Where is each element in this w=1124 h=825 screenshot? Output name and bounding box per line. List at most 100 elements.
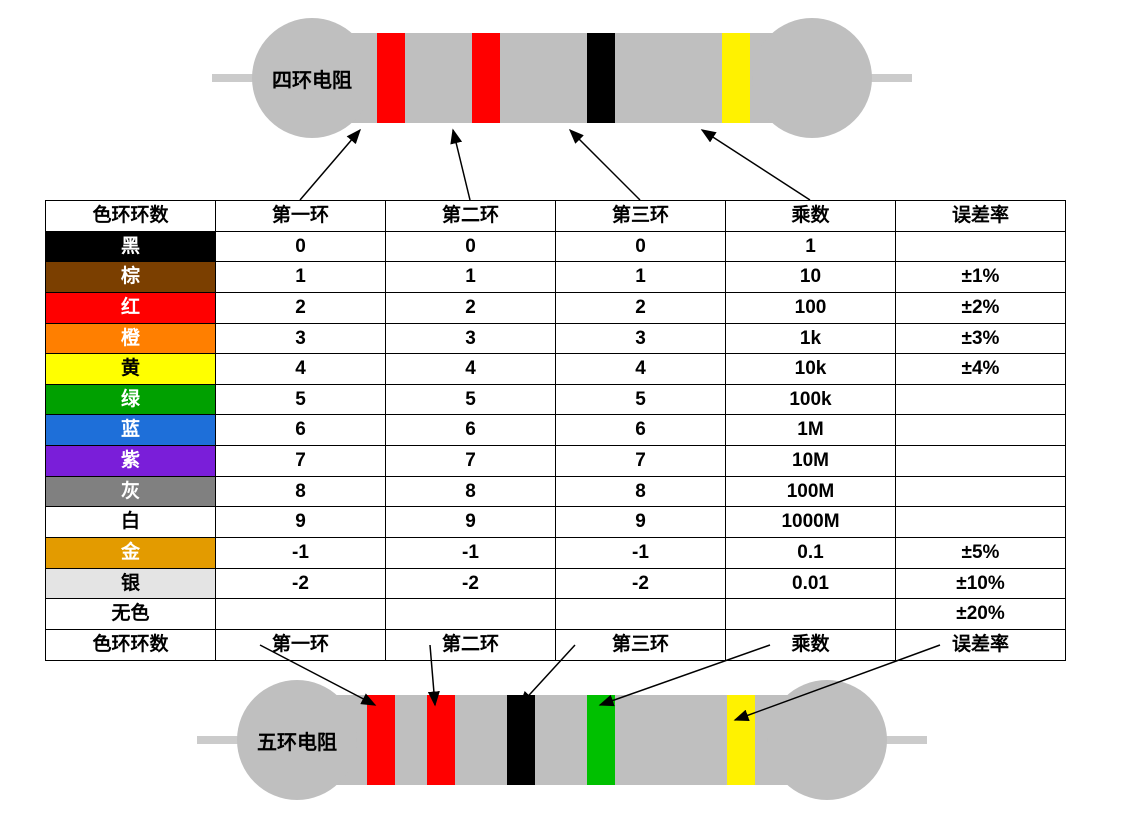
table-cell: 5 — [556, 384, 726, 415]
table-cell: 6 — [216, 415, 386, 446]
table-row: 金-1-1-10.1±5% — [46, 538, 1066, 569]
table-cell: 9 — [386, 507, 556, 538]
table-row: 橙3331k±3% — [46, 323, 1066, 354]
table-cell: 9 — [216, 507, 386, 538]
table-cell — [386, 599, 556, 630]
table-row: 蓝6661M — [46, 415, 1066, 446]
table-cell: ±5% — [896, 538, 1066, 569]
table-cell: 100k — [726, 384, 896, 415]
table-cell: ±4% — [896, 354, 1066, 385]
table-cell: 4 — [216, 354, 386, 385]
color-swatch-cell: 黑 — [46, 231, 216, 262]
table-cell: 0 — [556, 231, 726, 262]
color-band — [377, 33, 405, 123]
table-cell: 1k — [726, 323, 896, 354]
arrow-line — [702, 130, 810, 200]
color-band — [472, 33, 500, 123]
table-cell: 8 — [216, 476, 386, 507]
table-cell: 1M — [726, 415, 896, 446]
arrow-line — [570, 130, 640, 200]
table-row: 红222100±2% — [46, 292, 1066, 323]
table-cell: 10k — [726, 354, 896, 385]
table-row: 棕11110±1% — [46, 262, 1066, 293]
table-cell: 3 — [216, 323, 386, 354]
arrow-line — [300, 130, 360, 200]
table-cell: 10M — [726, 446, 896, 477]
table-cell: 6 — [556, 415, 726, 446]
table-header-cell: 第三环 — [556, 201, 726, 232]
table-cell: -1 — [556, 538, 726, 569]
table-cell: 0.01 — [726, 568, 896, 599]
color-swatch-cell: 黄 — [46, 354, 216, 385]
table-cell — [726, 599, 896, 630]
table-header-cell: 色环环数 — [46, 201, 216, 232]
table-cell: 2 — [556, 292, 726, 323]
color-band — [587, 33, 615, 123]
color-band — [722, 33, 750, 123]
color-swatch-cell: 金 — [46, 538, 216, 569]
table-cell: 1 — [216, 262, 386, 293]
table-row: 黑0001 — [46, 231, 1066, 262]
table-cell: 8 — [556, 476, 726, 507]
table-cell: 1 — [556, 262, 726, 293]
table-cell: 2 — [216, 292, 386, 323]
color-code-table: 色环环数第一环第二环第三环乘数误差率 黑0001棕11110±1%红222100… — [45, 200, 1066, 661]
color-swatch-cell: 灰 — [46, 476, 216, 507]
color-band — [727, 695, 755, 785]
five-band-barrel — [307, 695, 817, 785]
table-cell: -1 — [386, 538, 556, 569]
table-cell: 7 — [386, 446, 556, 477]
table-cell: 100M — [726, 476, 896, 507]
table-cell: -2 — [386, 568, 556, 599]
table-cell: 3 — [556, 323, 726, 354]
table-cell: 4 — [556, 354, 726, 385]
table-footer-row: 色环环数第一环第二环第三环乘数误差率 — [46, 629, 1066, 660]
table-cell: ±20% — [896, 599, 1066, 630]
table-cell — [896, 446, 1066, 477]
table-cell: -1 — [216, 538, 386, 569]
five-band-label: 五环电阻 — [237, 680, 357, 800]
table-row: 绿555100k — [46, 384, 1066, 415]
color-swatch-cell: 紫 — [46, 446, 216, 477]
table-cell: 1 — [386, 262, 556, 293]
table-cell — [216, 599, 386, 630]
color-swatch-cell: 棕 — [46, 262, 216, 293]
five-band-endcap-right — [767, 680, 887, 800]
table-row: 白9991000M — [46, 507, 1066, 538]
table-footer-cell: 色环环数 — [46, 629, 216, 660]
color-swatch-cell: 无色 — [46, 599, 216, 630]
table-row: 紫77710M — [46, 446, 1066, 477]
table-cell: ±10% — [896, 568, 1066, 599]
table-header-cell: 乘数 — [726, 201, 896, 232]
table-cell: 2 — [386, 292, 556, 323]
table-row: 银-2-2-20.01±10% — [46, 568, 1066, 599]
table-cell: 1000M — [726, 507, 896, 538]
color-swatch-cell: 红 — [46, 292, 216, 323]
table-cell: 6 — [386, 415, 556, 446]
arrow-line — [453, 130, 470, 200]
table-cell: -2 — [216, 568, 386, 599]
table-cell — [896, 231, 1066, 262]
table-row: 无色 ±20% — [46, 599, 1066, 630]
table-cell — [896, 415, 1066, 446]
color-band — [507, 695, 535, 785]
five-band-resistor: 五环电阻 — [237, 680, 887, 800]
four-band-resistor: 四环电阻 — [252, 18, 872, 138]
color-band — [367, 695, 395, 785]
table-footer-cell: 第二环 — [386, 629, 556, 660]
table-cell: 5 — [216, 384, 386, 415]
table-header-cell: 第二环 — [386, 201, 556, 232]
table-body: 黑0001棕11110±1%红222100±2%橙3331k±3%黄44410k… — [46, 231, 1066, 629]
table-cell: 0 — [216, 231, 386, 262]
table-cell — [896, 507, 1066, 538]
table-footer-cell: 第一环 — [216, 629, 386, 660]
table-header-cell: 误差率 — [896, 201, 1066, 232]
table-cell: 8 — [386, 476, 556, 507]
table-footer-cell: 第三环 — [556, 629, 726, 660]
table-header-row: 色环环数第一环第二环第三环乘数误差率 — [46, 201, 1066, 232]
table-cell — [896, 476, 1066, 507]
color-swatch-cell: 银 — [46, 568, 216, 599]
color-swatch-cell: 白 — [46, 507, 216, 538]
table-cell: 7 — [216, 446, 386, 477]
color-swatch-cell: 绿 — [46, 384, 216, 415]
